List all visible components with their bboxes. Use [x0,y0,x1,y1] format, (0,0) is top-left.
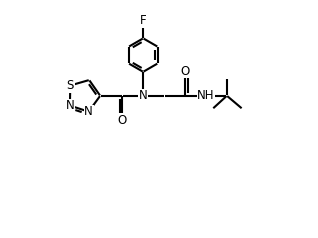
Text: S: S [66,79,74,92]
Text: N: N [66,99,74,112]
Text: F: F [140,15,147,27]
Text: NH: NH [197,89,215,102]
Text: O: O [118,114,127,127]
Text: N: N [139,89,148,102]
Text: O: O [180,65,190,78]
Text: N: N [84,105,93,118]
